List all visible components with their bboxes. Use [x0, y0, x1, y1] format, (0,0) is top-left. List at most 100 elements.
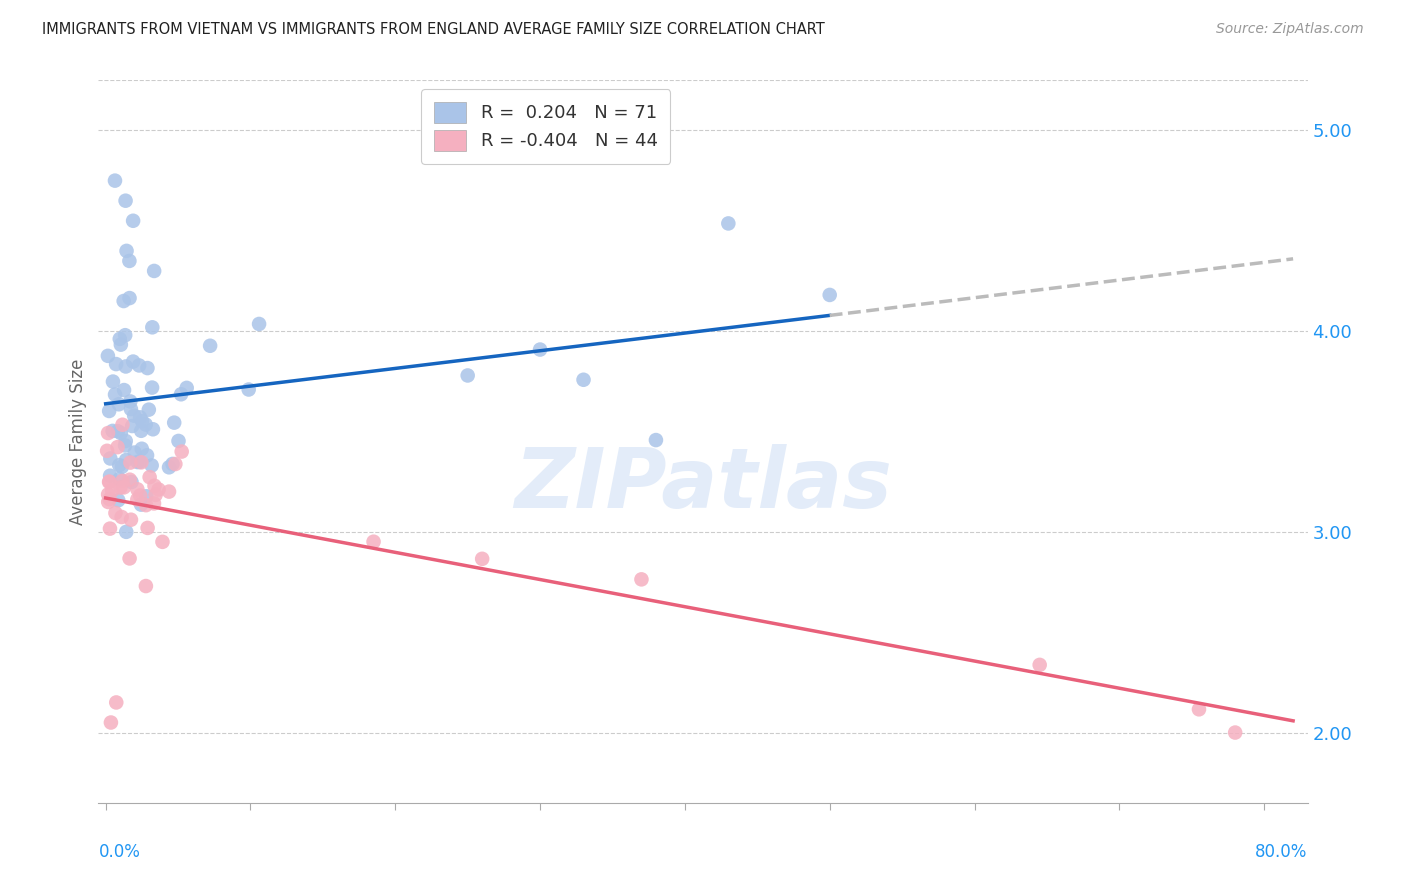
- Point: [98, 404, 121, 418]
- Point: [198, 339, 221, 353]
- Point: [141, 458, 163, 473]
- Point: [163, 416, 186, 430]
- Point: [148, 483, 170, 497]
- Point: [120, 402, 142, 417]
- Point: [136, 521, 159, 535]
- Point: [120, 394, 142, 409]
- Point: [165, 457, 187, 471]
- Point: [98, 475, 121, 489]
- Point: [98, 468, 121, 483]
- Point: [100, 715, 122, 730]
- Point: [110, 481, 132, 495]
- Point: [97, 349, 120, 363]
- Text: Source: ZipAtlas.com: Source: ZipAtlas.com: [1216, 22, 1364, 37]
- Point: [129, 489, 152, 503]
- Point: [98, 492, 121, 507]
- Point: [98, 475, 121, 489]
- Point: [138, 402, 160, 417]
- Point: [128, 359, 150, 373]
- Point: [114, 328, 136, 343]
- Point: [110, 425, 132, 440]
- Point: [135, 417, 157, 432]
- Point: [142, 422, 165, 436]
- Point: [471, 551, 494, 566]
- Legend: R =  0.204   N = 71, R = -0.404   N = 44: R = 0.204 N = 71, R = -0.404 N = 44: [422, 89, 671, 163]
- Point: [136, 448, 159, 462]
- Point: [529, 343, 551, 357]
- Point: [107, 424, 129, 438]
- Point: [1188, 702, 1211, 716]
- Point: [101, 424, 124, 438]
- Point: [170, 387, 193, 401]
- Point: [111, 474, 134, 488]
- Point: [107, 440, 129, 454]
- Point: [110, 337, 132, 351]
- Point: [115, 244, 138, 258]
- Text: 0.0%: 0.0%: [98, 843, 141, 861]
- Point: [105, 357, 128, 371]
- Point: [108, 332, 131, 346]
- Point: [112, 293, 135, 308]
- Point: [363, 534, 385, 549]
- Point: [118, 253, 141, 268]
- Point: [127, 492, 149, 507]
- Point: [131, 414, 153, 428]
- Point: [115, 453, 138, 467]
- Point: [131, 455, 153, 469]
- Point: [141, 381, 163, 395]
- Point: [121, 419, 143, 434]
- Point: [107, 397, 129, 411]
- Point: [121, 475, 143, 489]
- Text: IMMIGRANTS FROM VIETNAM VS IMMIGRANTS FROM ENGLAND AVERAGE FAMILY SIZE CORRELATI: IMMIGRANTS FROM VIETNAM VS IMMIGRANTS FR…: [42, 22, 825, 37]
- Point: [143, 479, 166, 493]
- Point: [122, 354, 145, 368]
- Point: [157, 460, 180, 475]
- Point: [630, 573, 652, 587]
- Point: [97, 425, 120, 440]
- Point: [129, 410, 152, 425]
- Point: [124, 445, 146, 459]
- Point: [138, 470, 160, 484]
- Point: [107, 493, 129, 508]
- Point: [97, 495, 120, 509]
- Point: [143, 264, 166, 278]
- Point: [135, 498, 157, 512]
- Point: [120, 456, 142, 470]
- Point: [152, 534, 174, 549]
- Point: [97, 487, 120, 501]
- Point: [645, 433, 668, 447]
- Point: [111, 417, 134, 432]
- Point: [111, 459, 134, 474]
- Point: [101, 483, 124, 498]
- Point: [118, 291, 141, 305]
- Point: [135, 489, 157, 503]
- Point: [122, 213, 145, 227]
- Point: [114, 434, 136, 448]
- Point: [167, 434, 190, 448]
- Point: [247, 317, 270, 331]
- Point: [112, 383, 135, 397]
- Point: [127, 483, 149, 497]
- Point: [572, 373, 595, 387]
- Text: 80.0%: 80.0%: [1256, 843, 1308, 861]
- Point: [118, 473, 141, 487]
- Point: [1028, 657, 1050, 672]
- Point: [112, 480, 135, 494]
- Point: [135, 579, 157, 593]
- Y-axis label: Average Family Size: Average Family Size: [69, 359, 87, 524]
- Point: [104, 387, 127, 401]
- Point: [108, 472, 131, 486]
- Point: [104, 173, 127, 187]
- Text: ZIPatlas: ZIPatlas: [515, 444, 891, 525]
- Point: [98, 451, 121, 466]
- Point: [457, 368, 479, 383]
- Point: [114, 438, 136, 452]
- Point: [129, 424, 152, 438]
- Point: [131, 442, 153, 456]
- Point: [101, 375, 124, 389]
- Point: [127, 455, 149, 469]
- Point: [118, 551, 141, 566]
- Point: [1225, 725, 1247, 739]
- Point: [122, 409, 145, 423]
- Point: [162, 457, 184, 471]
